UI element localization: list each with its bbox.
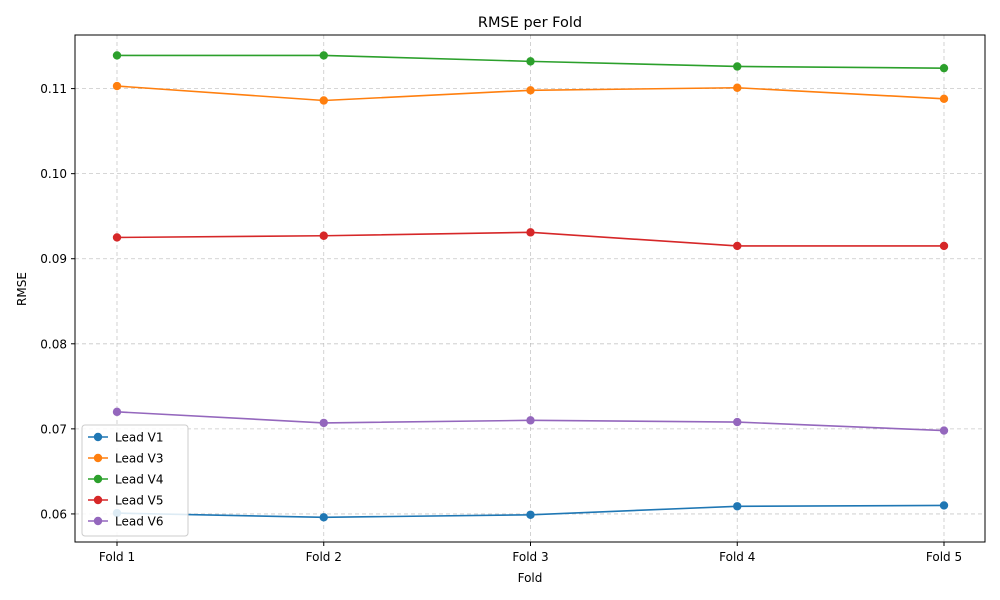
data-point-lead-v1 xyxy=(939,501,949,510)
y-tick-label: 0.09 xyxy=(40,252,67,266)
series-lead-v5 xyxy=(112,228,949,251)
x-tick-label: Fold 3 xyxy=(512,550,548,564)
data-point-lead-v5 xyxy=(939,241,949,251)
data-point-lead-v4 xyxy=(939,63,949,73)
legend-marker xyxy=(93,495,103,505)
data-point-lead-v4 xyxy=(319,51,328,60)
data-point-lead-v3 xyxy=(112,81,122,91)
legend-marker xyxy=(93,516,103,526)
x-tick-label: Fold 1 xyxy=(99,550,135,564)
legend-label: Lead V4 xyxy=(115,473,164,487)
legend-label: Lead V5 xyxy=(115,494,164,508)
x-axis-title: Fold xyxy=(518,571,543,585)
data-point-lead-v1 xyxy=(733,502,742,511)
y-tick-label: 0.06 xyxy=(40,507,67,521)
chart-title: RMSE per Fold xyxy=(478,15,582,31)
axis-ticks: Fold 1 Fold 2 Fold 3 Fold 4 Fold 5 0.06 0.07 0.… xyxy=(40,82,962,564)
data-point-lead-v5 xyxy=(112,233,122,242)
legend-box xyxy=(81,424,189,537)
legend-item-lead-v1[interactable]: Lead V1 xyxy=(88,431,164,445)
data-point-lead-v5 xyxy=(526,228,535,237)
data-point-lead-v1 xyxy=(319,513,328,522)
legend-marker xyxy=(93,474,103,484)
data-point-lead-v4 xyxy=(112,51,122,60)
legend-marker xyxy=(93,453,103,463)
data-point-lead-v6 xyxy=(319,418,328,428)
data-point-lead-v6 xyxy=(939,426,949,435)
data-point-lead-v5 xyxy=(319,231,328,240)
legend-item-lead-v5[interactable]: Lead V5 xyxy=(88,494,164,508)
legend-label: Lead V3 xyxy=(115,452,164,466)
y-axis-title: RMSE xyxy=(15,272,29,306)
data-point-lead-v6 xyxy=(526,416,535,425)
data-point-lead-v1 xyxy=(526,510,535,519)
series-layer xyxy=(112,51,949,522)
legend-label: Lead V6 xyxy=(115,515,164,529)
data-point-lead-v6 xyxy=(733,417,742,427)
data-point-lead-v5 xyxy=(733,241,742,251)
series-lead-v3 xyxy=(112,81,949,105)
data-point-lead-v3 xyxy=(319,96,328,105)
y-tick-label: 0.07 xyxy=(40,422,67,436)
legend-item-lead-v6[interactable]: Lead V6 xyxy=(88,515,164,529)
x-tick-label: Fold 4 xyxy=(719,550,755,564)
data-point-lead-v3 xyxy=(733,83,742,92)
legend-item-lead-v3[interactable]: Lead V3 xyxy=(88,452,164,466)
legend-item-lead-v4[interactable]: Lead V4 xyxy=(88,473,164,487)
data-point-lead-v3 xyxy=(526,86,535,95)
legend-marker xyxy=(93,432,103,442)
y-tick-label: 0.08 xyxy=(40,337,67,351)
grid xyxy=(75,35,985,542)
x-tick-label: Fold 2 xyxy=(306,550,342,564)
data-point-lead-v6 xyxy=(112,407,122,417)
y-tick-label: 0.10 xyxy=(40,167,67,181)
series-lead-v4 xyxy=(112,51,949,73)
x-tick-label: Fold 5 xyxy=(926,550,962,564)
y-tick-label: 0.11 xyxy=(40,82,67,96)
series-lead-v6 xyxy=(112,407,949,435)
data-point-lead-v4 xyxy=(526,57,535,66)
legend-label: Lead V1 xyxy=(115,431,164,445)
data-point-lead-v3 xyxy=(939,94,949,104)
data-point-lead-v4 xyxy=(733,62,742,71)
legend[interactable]: Lead V1 Lead V3 Lead V4 Lead V5 Lead V6 xyxy=(81,424,189,537)
